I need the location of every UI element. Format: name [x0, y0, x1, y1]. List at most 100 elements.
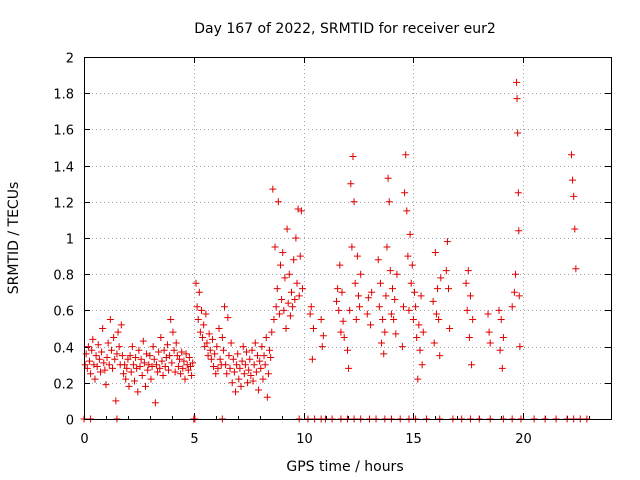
- data-point: [96, 368, 104, 376]
- data-point: [385, 198, 393, 206]
- data-point: [216, 355, 224, 363]
- data-point: [166, 352, 174, 360]
- data-point: [168, 359, 176, 367]
- data-point: [162, 353, 170, 361]
- data-point: [146, 352, 154, 360]
- data-point: [112, 397, 120, 405]
- x-tick-label: 0: [80, 432, 88, 447]
- y-tick-label: 1.6: [53, 124, 74, 139]
- data-point: [274, 198, 282, 206]
- data-point: [260, 352, 268, 360]
- data-point: [391, 296, 399, 304]
- data-point: [194, 315, 202, 323]
- data-point: [334, 285, 342, 293]
- data-point: [443, 238, 451, 246]
- data-point: [296, 252, 304, 260]
- data-point: [285, 270, 293, 278]
- data-point: [363, 310, 371, 318]
- y-tick-label: 1.2: [53, 197, 74, 212]
- data-point: [446, 325, 454, 332]
- data-point: [245, 366, 253, 374]
- data-point: [219, 346, 227, 354]
- data-point: [221, 303, 229, 311]
- data-point: [199, 334, 207, 342]
- data-point: [234, 350, 242, 358]
- data-point: [351, 279, 359, 287]
- data-point: [249, 377, 257, 385]
- data-point: [415, 321, 423, 329]
- data-point: [211, 350, 219, 358]
- data-point: [513, 95, 521, 103]
- data-point: [497, 315, 505, 323]
- data-point: [139, 337, 147, 345]
- data-point: [255, 386, 263, 394]
- data-point: [442, 267, 450, 275]
- data-point: [240, 370, 248, 378]
- data-point: [244, 379, 252, 387]
- data-point: [379, 315, 387, 323]
- y-tick-label: 1: [66, 233, 74, 248]
- data-point: [121, 361, 129, 369]
- data-point: [160, 346, 168, 354]
- data-point: [308, 355, 316, 363]
- data-point: [465, 334, 473, 342]
- data-point: [82, 350, 90, 358]
- data-point: [137, 355, 145, 363]
- data-point: [180, 357, 188, 365]
- data-point: [435, 315, 443, 323]
- data-point: [278, 296, 286, 304]
- data-point: [138, 372, 146, 380]
- data-point: [403, 207, 411, 215]
- data-point: [242, 348, 250, 356]
- data-point: [177, 370, 185, 378]
- data-point: [120, 370, 128, 378]
- data-point: [101, 366, 109, 374]
- data-point: [88, 346, 96, 354]
- data-point: [357, 270, 365, 278]
- data-point: [248, 346, 256, 354]
- data-point: [257, 364, 265, 372]
- data-point: [115, 343, 123, 351]
- data-point: [213, 343, 221, 351]
- data-point: [241, 361, 249, 369]
- data-point: [81, 361, 89, 369]
- data-point: [145, 361, 153, 369]
- x-tick-label: 15: [405, 432, 422, 447]
- data-point: [135, 346, 143, 354]
- data-point: [376, 279, 384, 287]
- data-point: [237, 382, 245, 390]
- data-point: [218, 334, 226, 342]
- data-point: [294, 205, 302, 213]
- data-point: [173, 352, 181, 360]
- data-point: [188, 372, 196, 380]
- data-point: [156, 364, 164, 372]
- data-point: [106, 315, 114, 323]
- data-point: [235, 375, 243, 383]
- data-point: [431, 248, 439, 256]
- data-point: [222, 361, 230, 369]
- data-point: [126, 352, 134, 360]
- data-point: [484, 310, 492, 318]
- data-point: [264, 370, 272, 378]
- data-point: [409, 315, 417, 323]
- data-point: [282, 325, 290, 332]
- data-point: [208, 335, 216, 343]
- data-point: [207, 355, 215, 363]
- data-point: [114, 328, 122, 336]
- data-point: [91, 375, 99, 383]
- data-point: [405, 306, 413, 314]
- data-point: [291, 296, 299, 304]
- data-point: [90, 361, 98, 369]
- data-point: [289, 303, 297, 311]
- data-point: [284, 299, 292, 307]
- data-point: [193, 303, 201, 311]
- data-point: [498, 364, 506, 372]
- data-point: [408, 261, 416, 269]
- data-point: [154, 368, 162, 376]
- data-point: [161, 363, 169, 371]
- data-point: [140, 359, 148, 367]
- data-point: [149, 343, 157, 351]
- data-point: [513, 78, 521, 86]
- data-point: [389, 285, 397, 293]
